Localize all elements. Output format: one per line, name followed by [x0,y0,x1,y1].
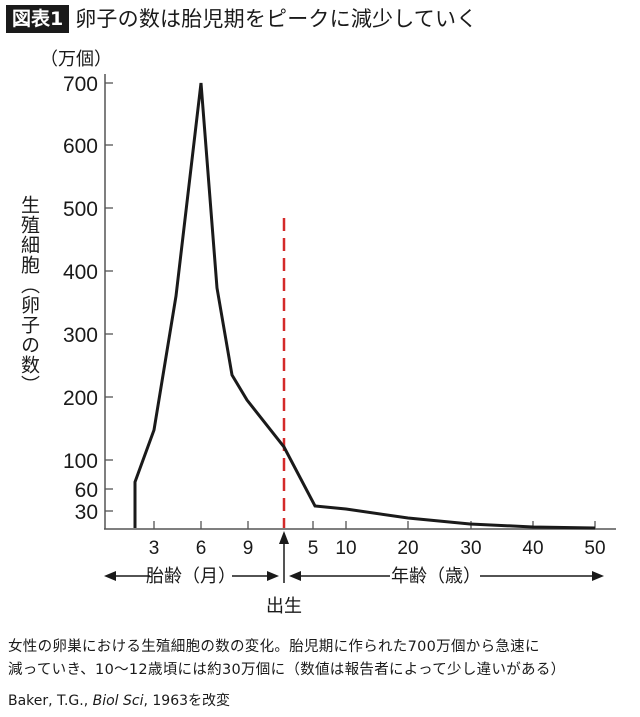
arrow-right-icon [267,571,279,581]
y-ticks [105,82,113,512]
figure-caption: 女性の卵巣における生殖細胞の数の変化。胎児期に作られた700万個から急速に 減っ… [8,636,636,682]
svg-text:5: 5 [308,538,319,559]
arrow-left-icon [104,571,116,581]
age-period-label: 年齢（歳） [391,566,481,587]
x-ticks [153,521,596,529]
svg-text:700: 700 [63,73,98,96]
line-chart: 700 600 500 400 300 200 100 60 30 3 6 9 … [63,73,616,617]
caption-line-1: 女性の卵巣における生殖細胞の数の変化。胎児期に作られた700万個から急速に [8,639,540,655]
figure-title: 卵子の数は胎児期をピークに減少していく [75,7,478,31]
chart-title: 図表1 卵子の数は胎児期をピークに減少していく [6,4,477,34]
age-period-arrow [289,571,604,581]
arrow-up-icon [279,531,289,544]
source-author: Baker, T.G., [8,693,93,709]
y-tick-labels: 700 600 500 400 300 200 100 60 30 [63,73,98,524]
source-journal: Biol Sci [92,693,144,709]
svg-text:3: 3 [149,538,160,559]
svg-text:200: 200 [63,387,98,410]
svg-text:500: 500 [63,198,98,221]
svg-text:20: 20 [397,538,418,559]
svg-text:100: 100 [63,450,98,473]
birth-label: 出生 [266,596,302,617]
svg-text:60: 60 [75,479,98,502]
source-citation: Baker, T.G., Biol Sci, 1963を改変 [8,690,230,710]
svg-text:6: 6 [196,538,207,559]
svg-text:50: 50 [584,538,605,559]
svg-text:400: 400 [63,261,98,284]
x-tick-labels: 3 6 9 5 10 20 30 40 50 [149,538,606,559]
caption-line-2: 減っていき、10〜12歳頃には約30万個に（数値は報告者によって少し違いがある） [8,662,566,678]
svg-text:300: 300 [63,324,98,347]
svg-text:30: 30 [75,501,98,524]
svg-text:40: 40 [522,538,543,559]
figure-badge: 図表1 [6,5,70,33]
svg-text:9: 9 [243,538,254,559]
fetal-period-label: 胎齢（月） [146,566,236,587]
svg-text:10: 10 [335,538,356,559]
y-axis-label: 生殖細胞（卵子の数） [18,195,40,395]
birth-arrow [279,531,289,583]
fetal-period-arrow [104,571,279,581]
arrow-left-icon [289,571,301,581]
y-unit-label: （万個） [40,49,112,70]
arrow-right-icon [592,571,604,581]
svg-text:600: 600 [63,135,98,158]
svg-text:30: 30 [460,538,481,559]
germ-cell-count-line [133,82,596,530]
source-rest: , 1963を改変 [143,693,231,709]
